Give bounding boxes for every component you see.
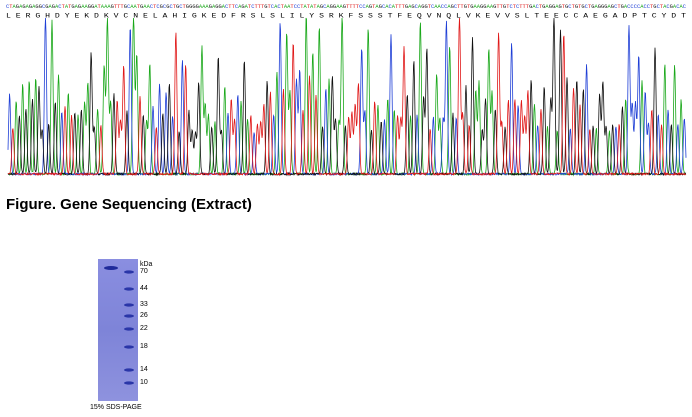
marker-band bbox=[124, 327, 134, 331]
dna-sequence: CTAGAGAGAGGCGAGACTATGAGAAGGATAAAGTTTGCAA… bbox=[6, 3, 687, 10]
marker-label: 44 bbox=[140, 285, 148, 292]
marker-band bbox=[124, 381, 134, 385]
gel-unit: kDa bbox=[140, 261, 153, 268]
gel-caption: 15% SDS-PAGE bbox=[90, 404, 142, 411]
marker-label: 14 bbox=[140, 366, 148, 373]
marker-band bbox=[124, 287, 134, 291]
gel-markers: 70 44 33 26 22 18 14 10 bbox=[124, 268, 148, 386]
marker-band bbox=[124, 303, 134, 307]
marker-label: 18 bbox=[140, 343, 148, 350]
sample-band bbox=[104, 266, 118, 270]
marker-band bbox=[124, 314, 134, 318]
marker-label: 22 bbox=[140, 325, 148, 332]
marker-band bbox=[124, 270, 134, 274]
protein-sequence: L E R G H D Y E K D K V C N E L A H I G … bbox=[6, 13, 686, 20]
marker-label: 10 bbox=[140, 379, 148, 386]
marker-label: 26 bbox=[140, 312, 148, 319]
chromatogram bbox=[7, 17, 687, 177]
marker-label: 33 bbox=[140, 301, 148, 308]
marker-band bbox=[124, 368, 134, 372]
trace bbox=[7, 17, 686, 177]
figure-caption: Figure. Gene Sequencing (Extract) bbox=[6, 196, 252, 213]
marker-label: 70 bbox=[140, 268, 148, 275]
marker-band bbox=[124, 345, 134, 349]
